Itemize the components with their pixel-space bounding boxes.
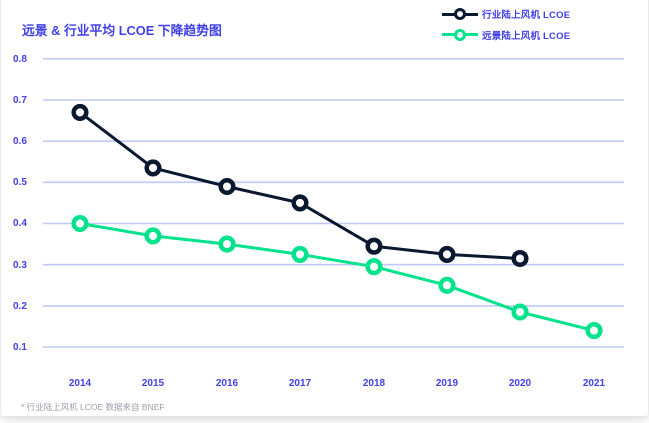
- svg-text:0.5: 0.5: [13, 177, 27, 188]
- svg-text:2014: 2014: [69, 378, 92, 389]
- svg-text:0.4: 0.4: [13, 218, 27, 229]
- svg-text:2016: 2016: [216, 378, 239, 389]
- svg-text:2017: 2017: [289, 378, 312, 389]
- svg-text:0.1: 0.1: [13, 342, 27, 353]
- svg-text:2015: 2015: [142, 378, 165, 389]
- svg-text:2019: 2019: [436, 378, 459, 389]
- svg-text:2021: 2021: [583, 378, 606, 389]
- svg-text:0.8: 0.8: [13, 54, 27, 65]
- svg-text:2018: 2018: [363, 378, 386, 389]
- svg-text:0.7: 0.7: [13, 95, 27, 106]
- svg-text:0.2: 0.2: [13, 301, 27, 312]
- svg-text:2020: 2020: [509, 378, 532, 389]
- svg-text:0.6: 0.6: [13, 136, 27, 147]
- svg-text:0.3: 0.3: [13, 260, 27, 271]
